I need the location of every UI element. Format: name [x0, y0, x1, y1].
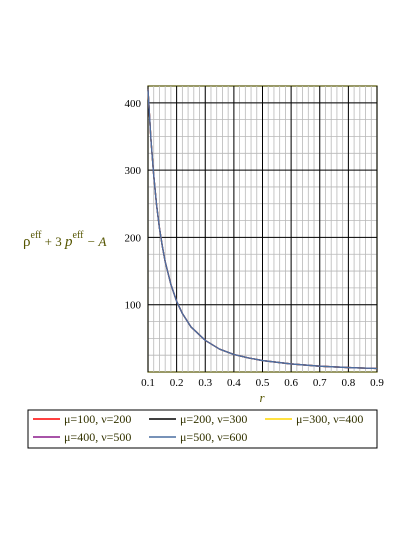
y-axis-label-minus-a: − A	[83, 234, 106, 249]
series-line-5	[147, 89, 378, 370]
x-axis-ticks: 0.1 0.2 0.3 0.4 0.5 0.6 0.7 0.8 0.9	[141, 377, 384, 389]
x-tick-label: 0.1	[141, 377, 155, 389]
y-tick-label: 400	[125, 98, 142, 110]
legend-label-2: μ=200, ν=300	[180, 412, 247, 426]
y-tick-label: 200	[125, 232, 142, 244]
y-axis-label-eff-1: eff	[31, 230, 43, 241]
x-tick-label: 0.7	[313, 377, 327, 389]
x-tick-label: 0.4	[227, 377, 241, 389]
legend-label-1: μ=100, ν=200	[64, 412, 131, 426]
legend-label-5: μ=500, ν=600	[180, 430, 247, 444]
x-tick-label: 0.6	[284, 377, 298, 389]
y-axis-label-rho: ρ	[23, 234, 31, 250]
y-axis-label-plus: + 3	[41, 234, 65, 249]
x-tick-label: 0.2	[170, 377, 184, 389]
y-axis-label-eff-2: eff	[73, 230, 85, 241]
x-tick-label: 0.3	[198, 377, 212, 389]
y-axis-label: ρeff + 3 peff − A	[23, 230, 106, 250]
legend-label-3: μ=300, ν=400	[296, 412, 363, 426]
y-tick-label: 300	[125, 165, 142, 177]
x-tick-label: 0.5	[256, 377, 270, 389]
y-axis-label-p: p	[64, 234, 73, 250]
legend-box	[27, 409, 378, 449]
x-axis-label: r	[259, 390, 265, 405]
legend-label-4: μ=400, ν=500	[64, 430, 131, 444]
series-lines	[147, 89, 378, 370]
x-tick-label: 0.8	[342, 377, 356, 389]
major-gridlines	[147, 86, 378, 372]
x-tick-label: 0.9	[370, 377, 384, 389]
y-axis-ticks: 100 200 300 400	[125, 98, 142, 312]
y-tick-label: 100	[125, 300, 142, 312]
legend: μ=100, ν=200 μ=200, ν=300 μ=300, ν=400 μ=40…	[33, 412, 363, 444]
